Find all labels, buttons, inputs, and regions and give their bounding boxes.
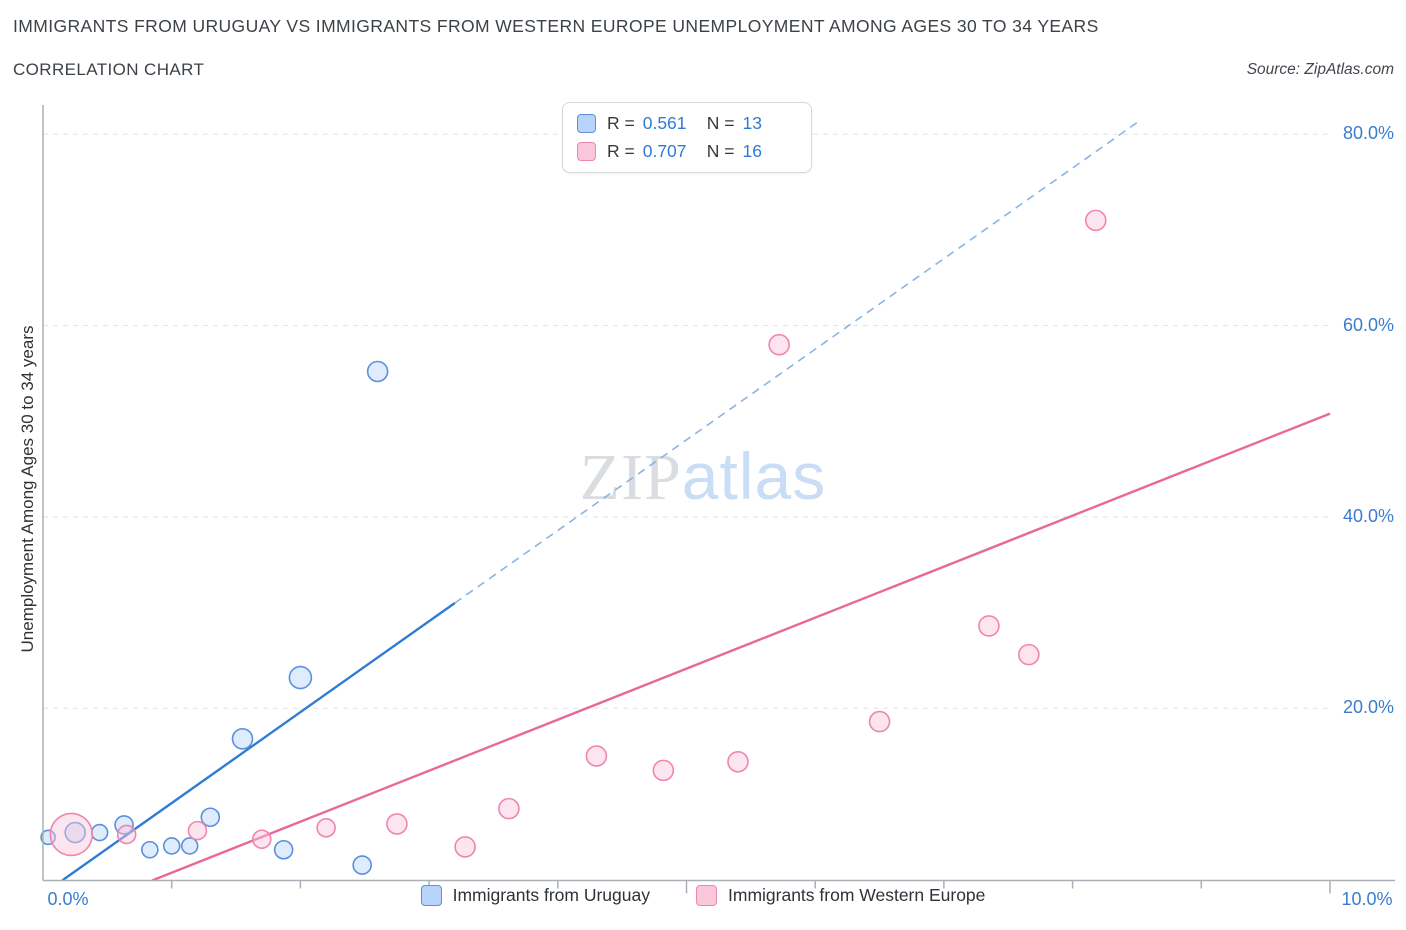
- scatter-point-uruguay: [141, 840, 159, 859]
- scatter-point-western-europe: [454, 836, 476, 858]
- scatter-point-uruguay: [162, 837, 181, 855]
- r-value-western-europe: 0.707: [642, 141, 687, 161]
- source-attribution: Source: ZipAtlas.com: [1246, 61, 1394, 78]
- n-label: N =: [706, 113, 735, 133]
- scatter-point-western-europe: [187, 820, 208, 841]
- scatter-point-uruguay: [352, 855, 372, 875]
- legend-label-western-europe: Immigrants from Western Europe: [728, 885, 986, 905]
- scatter-point-western-europe: [768, 333, 790, 356]
- n-value-uruguay: 13: [742, 113, 762, 133]
- series-legend: Immigrants from Uruguay Immigrants from …: [0, 885, 1406, 906]
- scatter-point-western-europe: [868, 710, 891, 733]
- scatter-point-western-europe: [251, 829, 272, 850]
- y-tick-label-20: 20.0%: [1342, 697, 1394, 717]
- stats-legend-box: R = 0.561 N = 13 R = 0.707 N = 16: [562, 102, 812, 173]
- y-tick-label-60: 60.0%: [1342, 315, 1394, 335]
- scatter-point-western-europe: [978, 615, 1000, 637]
- scatter-point-western-europe: [386, 813, 408, 835]
- page-subtitle: CORRELATION CHART: [13, 60, 205, 79]
- scatter-point-western-europe: [1018, 643, 1040, 666]
- scatter-point-uruguay: [366, 360, 389, 383]
- y-tick-label-40: 40.0%: [1342, 506, 1394, 526]
- n-value-western-europe: 16: [742, 141, 762, 161]
- scatter-point-western-europe: [498, 797, 520, 820]
- stats-legend-row-western-europe: R = 0.707 N = 16: [577, 141, 797, 162]
- page-title: IMMIGRANTS FROM URUGUAY VS IMMIGRANTS FR…: [13, 16, 1099, 36]
- r-label: R =: [607, 141, 635, 161]
- western-europe-series-swatch: [696, 885, 717, 906]
- scatter-point-western-europe: [585, 745, 608, 767]
- trend-line-western-europe: [151, 412, 1331, 882]
- scatter-point-western-europe: [316, 817, 336, 838]
- scatter-point-uruguay: [200, 807, 221, 828]
- scatter-point-western-europe: [1084, 209, 1107, 232]
- stats-legend-row-uruguay: R = 0.561 N = 13: [577, 113, 797, 134]
- scatter-point-uruguay: [180, 837, 199, 855]
- legend-item-western-europe: Immigrants from Western Europe: [696, 885, 985, 906]
- scatter-point-uruguay: [288, 665, 313, 690]
- legend-label-uruguay: Immigrants from Uruguay: [452, 885, 650, 905]
- scatter-point-uruguay: [273, 839, 294, 860]
- scatter-point-western-europe: [727, 750, 749, 773]
- scatter-point-uruguay: [90, 823, 109, 842]
- n-label: N =: [706, 141, 735, 161]
- scatter-point-western-europe: [116, 824, 137, 845]
- scatter-point-uruguay: [231, 728, 254, 750]
- scatter-point-western-europe: [49, 812, 94, 857]
- r-label: R =: [607, 113, 635, 133]
- legend-item-uruguay: Immigrants from Uruguay: [420, 885, 650, 906]
- scatter-point-uruguay: [64, 821, 86, 844]
- uruguay-legend-swatch: [577, 114, 596, 133]
- y-tick-label-80: 80.0%: [1342, 123, 1394, 143]
- r-value-uruguay: 0.561: [642, 113, 687, 133]
- western-europe-legend-swatch: [577, 142, 596, 161]
- uruguay-series-swatch: [420, 885, 442, 906]
- trend-line-uruguay: [61, 602, 456, 882]
- scatter-point-western-europe: [652, 759, 675, 782]
- x-tick-label-0: 0.0%: [47, 889, 89, 909]
- x-tick-label-10: 10.0%: [1341, 889, 1393, 909]
